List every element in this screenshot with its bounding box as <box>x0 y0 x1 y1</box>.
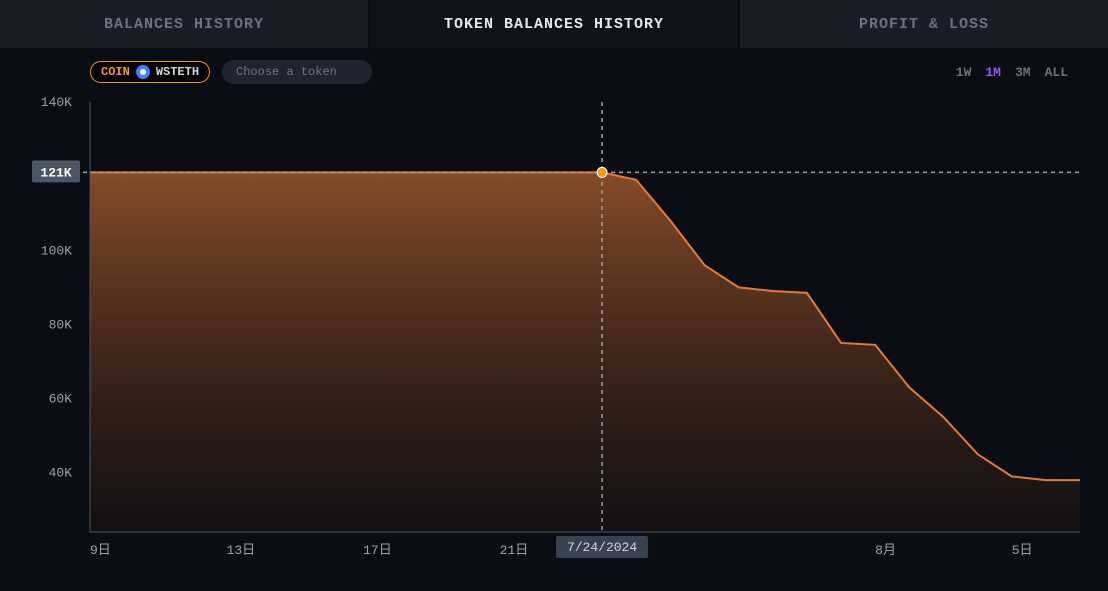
range-selector: 1W 1M 3M ALL <box>956 65 1068 80</box>
series-area <box>90 172 1080 532</box>
tabs-bar: BALANCES HISTORYTOKEN BALANCES HISTORYPR… <box>0 0 1108 48</box>
range-3m[interactable]: 3M <box>1015 65 1031 80</box>
svg-text:80K: 80K <box>49 317 73 332</box>
svg-text:9日: 9日 <box>90 543 111 558</box>
svg-text:17日: 17日 <box>363 543 392 558</box>
tab-profit-loss[interactable]: PROFIT & LOSS <box>740 0 1108 48</box>
svg-text:21日: 21日 <box>500 543 529 558</box>
svg-text:5日: 5日 <box>1012 543 1033 558</box>
token-name: WSTETH <box>156 65 199 79</box>
svg-text:13日: 13日 <box>227 543 256 558</box>
hover-x-label: 7/24/2024 <box>567 540 637 555</box>
tab-balances-history[interactable]: BALANCES HISTORY <box>0 0 370 48</box>
token-select-input[interactable] <box>222 60 372 84</box>
hover-y-label: 121K <box>40 165 71 180</box>
svg-text:40K: 40K <box>49 466 73 481</box>
svg-text:140K: 140K <box>41 95 72 110</box>
svg-text:100K: 100K <box>41 243 72 258</box>
balance-chart[interactable]: 40K 60K 80K 100K 140K 9日 13日 17日 21日 8月 5日 121K 7/24… <box>0 92 1108 591</box>
range-1m[interactable]: 1M <box>985 65 1001 80</box>
chart-container: 40K 60K 80K 100K 140K 9日 13日 17日 21日 8月 5日 121K 7/24… <box>0 92 1108 591</box>
svg-text:8月: 8月 <box>875 543 896 558</box>
coin-pill[interactable]: COIN WSTETH <box>90 61 210 83</box>
range-1w[interactable]: 1W <box>956 65 972 80</box>
coin-label: COIN <box>101 65 130 79</box>
tab-token-balances-history[interactable]: TOKEN BALANCES HISTORY <box>370 0 740 48</box>
controls-row: COIN WSTETH 1W 1M 3M ALL <box>0 48 1108 92</box>
hover-dot <box>597 167 607 177</box>
range-all[interactable]: ALL <box>1045 65 1068 80</box>
token-icon <box>136 65 150 79</box>
svg-text:60K: 60K <box>49 392 73 407</box>
